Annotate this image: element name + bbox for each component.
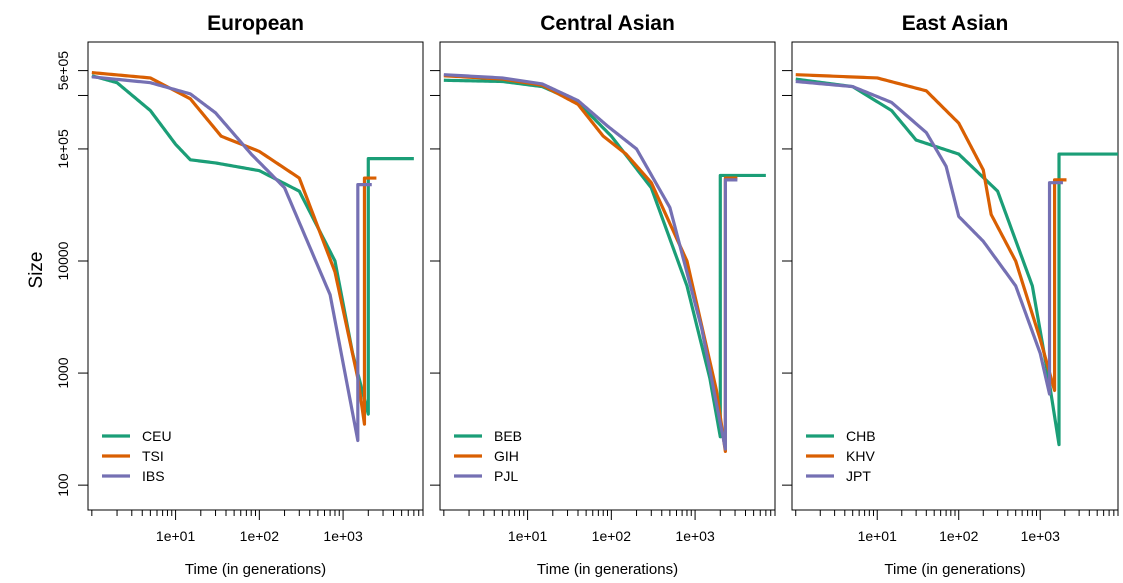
x-axis-label: Time (in generations) xyxy=(884,561,1025,578)
legend: CHB KHV JPT xyxy=(806,428,876,484)
x-tick-label: 1e+02 xyxy=(240,528,280,544)
x-tick-label: 1e+03 xyxy=(675,528,715,544)
legend-label-khv: KHV xyxy=(846,448,875,464)
x-tick-label: 1e+01 xyxy=(156,528,196,544)
y-axis-ticks xyxy=(430,70,440,486)
y-tick-label: 5e+05 xyxy=(55,51,71,91)
panel-title: Central Asian xyxy=(540,12,675,35)
series-lines xyxy=(795,73,1118,447)
x-tick-label: 1e+01 xyxy=(508,528,548,544)
x-tick-label: 1e+01 xyxy=(858,528,898,544)
series-lines xyxy=(443,73,766,453)
legend-label-ceu: CEU xyxy=(142,428,172,444)
panel-central-asian: Central Asian 1e+01 1e+02 1e+03 Time (in gen… xyxy=(430,12,776,578)
legend: BEB GIH PJL xyxy=(454,428,522,484)
panel-east-asian: East Asian 1e+01 1e+02 1e+03 Time (in genera… xyxy=(782,12,1119,578)
series-line-ibs xyxy=(91,75,373,443)
y-axis-ticks xyxy=(78,70,88,486)
legend-label-pjl: PJL xyxy=(494,468,518,484)
legend-label-jpt: JPT xyxy=(846,468,871,484)
series-line-beb xyxy=(443,78,766,439)
legend-label-tsi: TSI xyxy=(142,448,164,464)
series-line-chb xyxy=(795,77,1118,447)
legend-label-chb: CHB xyxy=(846,428,876,444)
legend-label-beb: BEB xyxy=(494,428,522,444)
series-line-jpt xyxy=(795,79,1064,396)
legend-label-ibs: IBS xyxy=(142,468,165,484)
x-tick-label: 1e+03 xyxy=(323,528,363,544)
plot-frame xyxy=(791,41,1119,511)
panel-european: European 1e+01 1e+02 1e+03 Time (in generati… xyxy=(55,12,424,578)
series-lines xyxy=(91,70,414,443)
y-axis-ticks xyxy=(782,70,792,486)
x-axis-ticks xyxy=(443,510,776,520)
x-axis-label: Time (in generations) xyxy=(185,561,326,578)
x-axis-label: Time (in generations) xyxy=(537,561,678,578)
x-tick-label: 1e+03 xyxy=(1021,528,1061,544)
x-tick-label: 1e+02 xyxy=(592,528,632,544)
series-line-pjl xyxy=(443,73,739,451)
panel-title: East Asian xyxy=(902,12,1009,35)
series-line-khv xyxy=(795,73,1068,393)
series-line-gih xyxy=(443,74,739,453)
plot-frame xyxy=(87,41,424,511)
y-tick-label: 1000 xyxy=(55,357,71,388)
panels: European 1e+01 1e+02 1e+03 Time (in generati… xyxy=(55,12,1119,578)
y-tick-label: 100 xyxy=(55,473,71,497)
legend: CEU TSI IBS xyxy=(102,428,172,484)
x-tick-label: 1e+02 xyxy=(939,528,979,544)
series-line-tsi xyxy=(91,70,378,426)
panel-title: European xyxy=(207,12,304,35)
y-axis-label: Size xyxy=(26,252,47,289)
x-axis-ticks xyxy=(91,510,424,520)
y-tick-label: 1e+05 xyxy=(55,129,71,169)
y-tick-label: 10000 xyxy=(55,241,71,280)
x-axis-ticks xyxy=(795,510,1119,520)
legend-label-gih: GIH xyxy=(494,448,519,464)
